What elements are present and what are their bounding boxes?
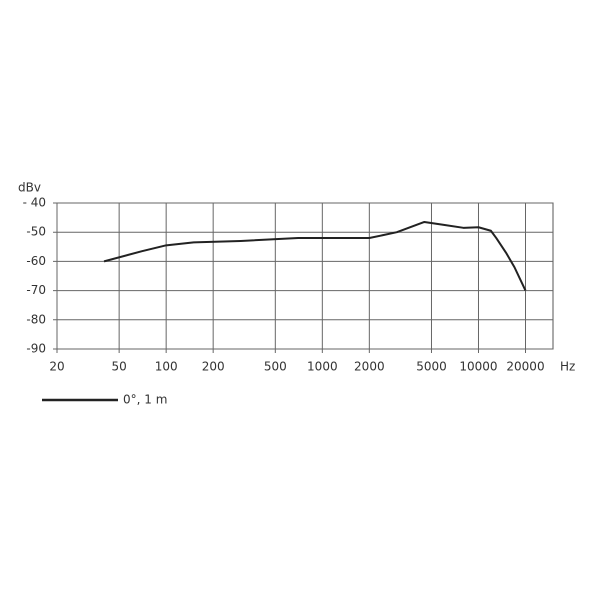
x-tick-label: 2000 (354, 360, 385, 374)
x-unit: Hz (560, 360, 575, 374)
legend-label: 0°, 1 m (123, 393, 167, 407)
x-tick-label: 5000 (416, 360, 447, 374)
x-tick-label: 100 (155, 360, 178, 374)
x-tick-label: 200 (202, 360, 225, 374)
x-tick-label: 10000 (459, 360, 497, 374)
y-tick-label: -50 (26, 225, 46, 239)
x-tick-label: 1000 (307, 360, 338, 374)
x-tick-label: 500 (264, 360, 287, 374)
y-tick-label: - 40 (23, 196, 46, 210)
x-tick-label: 20000 (506, 360, 544, 374)
response-line (103, 220, 527, 292)
x-tick-label: 20 (49, 360, 64, 374)
y-tick-label: -60 (26, 254, 46, 268)
x-tick-label: 50 (112, 360, 127, 374)
y-unit: dBv (18, 181, 41, 195)
y-tick-label: -90 (26, 342, 46, 356)
y-tick-label: -70 (26, 283, 46, 297)
y-tick-label: -80 (26, 312, 46, 326)
